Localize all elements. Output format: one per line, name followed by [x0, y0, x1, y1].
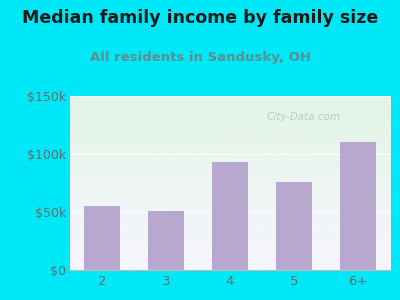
Text: City-Data.com: City-Data.com	[266, 112, 341, 122]
Bar	[340, 142, 376, 270]
Bar	[84, 206, 120, 270]
Text: All residents in Sandusky, OH: All residents in Sandusky, OH	[90, 51, 310, 64]
Text: Median family income by family size: Median family income by family size	[22, 9, 378, 27]
Bar	[148, 211, 184, 270]
Bar	[276, 182, 312, 270]
Bar	[212, 162, 248, 270]
